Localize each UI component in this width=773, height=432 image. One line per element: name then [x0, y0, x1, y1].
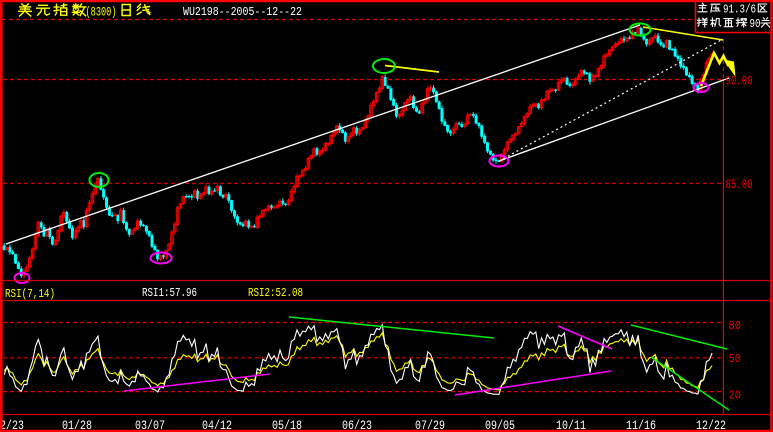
svg-text:11/16: 11/16	[626, 418, 656, 432]
svg-text:90.00: 90.00	[726, 74, 753, 89]
svg-text:07/29: 07/29	[415, 418, 445, 432]
svg-text:05/18: 05/18	[272, 418, 302, 432]
svg-text:01/28: 01/28	[62, 418, 92, 432]
svg-text:RSI1:57.96: RSI1:57.96	[142, 286, 197, 300]
svg-text:20: 20	[729, 389, 742, 403]
svg-text:WU2198--2005--12--22: WU2198--2005--12--22	[183, 6, 302, 19]
svg-text:2/23: 2/23	[0, 418, 24, 432]
svg-text:90: 90	[750, 17, 761, 31]
svg-text:80: 80	[729, 319, 742, 333]
svg-text:10/11: 10/11	[556, 418, 586, 432]
svg-text:06/23: 06/23	[342, 418, 372, 432]
svg-text:(8300): (8300)	[86, 5, 117, 20]
svg-text:85.00: 85.00	[726, 177, 753, 192]
svg-text:12/22: 12/22	[696, 418, 726, 432]
svg-text:50: 50	[729, 352, 742, 366]
svg-text:03/07: 03/07	[135, 418, 165, 432]
svg-text:91.3/6: 91.3/6	[723, 3, 756, 17]
svg-text:04/12: 04/12	[202, 418, 232, 432]
svg-text:RSI(7,14): RSI(7,14)	[5, 287, 55, 301]
svg-text:RSI2:52.08: RSI2:52.08	[248, 286, 303, 300]
svg-text:09/05: 09/05	[485, 418, 515, 432]
